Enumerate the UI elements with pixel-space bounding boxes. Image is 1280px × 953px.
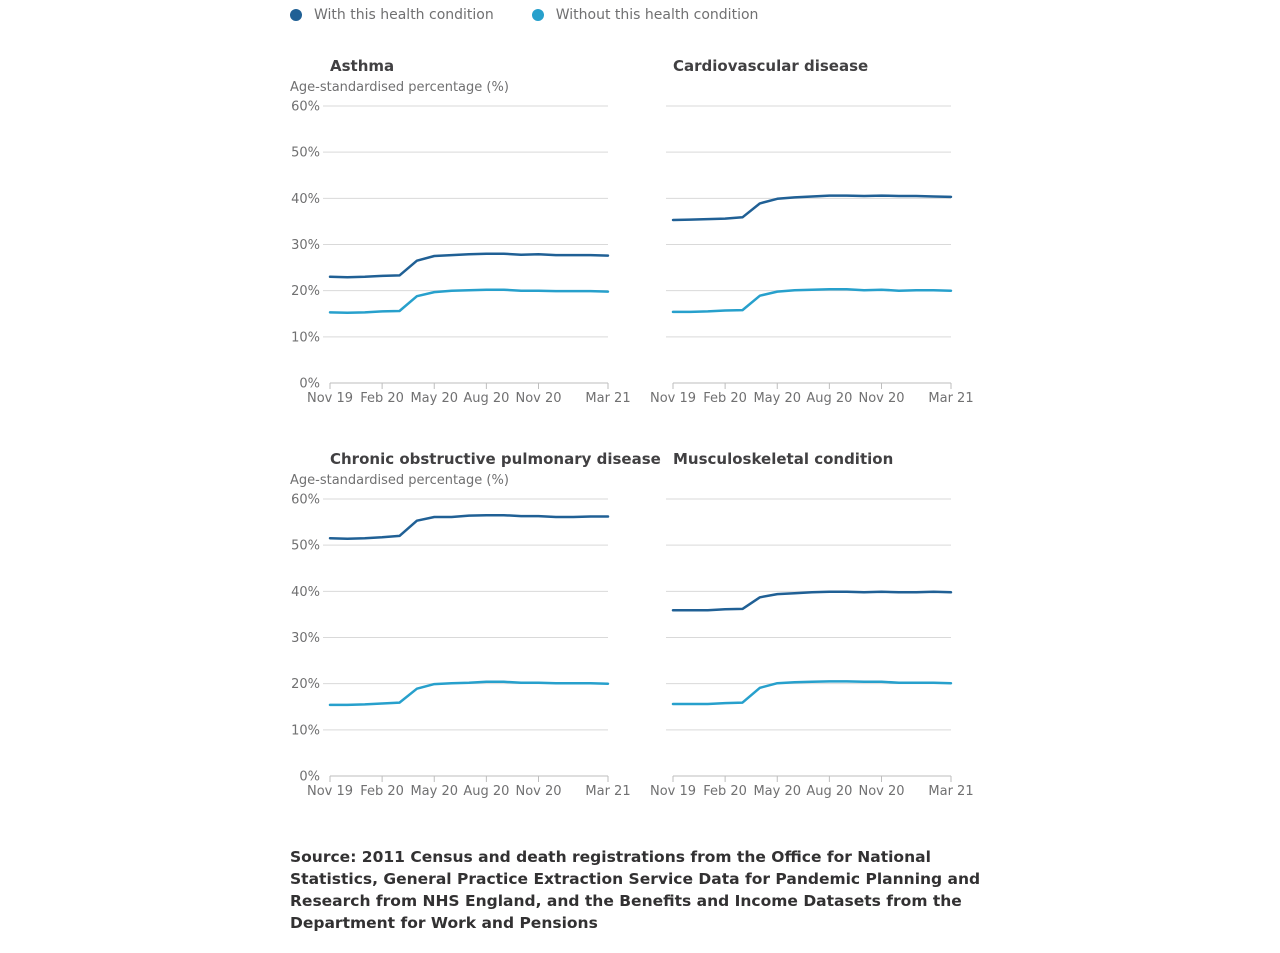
y-axis-label: Age-standardised percentage (%) bbox=[290, 80, 509, 95]
x-tick-label: Nov 19 bbox=[307, 391, 353, 406]
y-tick-label: 50% bbox=[291, 146, 320, 161]
small-multiples-charts: Asthma Age-standardised percentage (%) 0% 1… bbox=[290, 57, 974, 799]
series-line-without-condition bbox=[328, 288, 610, 315]
y-tick-label: 60% bbox=[291, 100, 320, 115]
chart-title: Asthma bbox=[330, 57, 394, 75]
x-tick-label: May 20 bbox=[410, 391, 458, 406]
x-tick-label: Nov 20 bbox=[858, 784, 904, 799]
x-tick-label: Nov 20 bbox=[515, 391, 561, 406]
x-tick-label: Nov 19 bbox=[307, 784, 353, 799]
chart-title: Cardiovascular disease bbox=[673, 57, 868, 75]
series-line-with-condition bbox=[671, 590, 953, 612]
legend-item-with: With this health condition bbox=[290, 7, 494, 23]
y-tick-label: 10% bbox=[291, 330, 320, 345]
series-line-without-condition bbox=[328, 680, 610, 707]
legend-swatch-with bbox=[290, 9, 302, 21]
y-tick-label: 10% bbox=[291, 723, 320, 738]
x-tick-label: Aug 20 bbox=[806, 391, 852, 406]
x-tick-label: Nov 19 bbox=[650, 391, 696, 406]
x-tick-label: Feb 20 bbox=[360, 784, 404, 799]
series-line-without-condition bbox=[671, 680, 953, 706]
x-tick-label: Nov 20 bbox=[858, 391, 904, 406]
legend-item-without: Without this health condition bbox=[531, 7, 759, 23]
x-tick-label: Mar 21 bbox=[585, 784, 630, 799]
series-line-with-condition bbox=[671, 194, 953, 222]
series-line-with-condition bbox=[328, 513, 610, 540]
y-tick-label: 40% bbox=[291, 585, 320, 600]
y-tick-label: 0% bbox=[299, 377, 320, 392]
x-tick-label: Mar 21 bbox=[585, 391, 630, 406]
y-tick-label: 30% bbox=[291, 631, 320, 646]
y-axis-label: Age-standardised percentage (%) bbox=[290, 473, 509, 488]
series-line-without-condition bbox=[671, 288, 953, 314]
x-tick-label: Nov 19 bbox=[650, 784, 696, 799]
legend-label-without: Without this health condition bbox=[555, 7, 759, 23]
x-tick-label: Feb 20 bbox=[703, 784, 747, 799]
x-tick-label: Mar 21 bbox=[928, 784, 973, 799]
source-note: Source: 2011 Census and death registrati… bbox=[290, 848, 981, 932]
x-tick-label: Nov 20 bbox=[515, 784, 561, 799]
y-tick-label: 20% bbox=[291, 284, 320, 299]
x-tick-label: Aug 20 bbox=[806, 784, 852, 799]
x-tick-label: Aug 20 bbox=[463, 391, 509, 406]
x-tick-label: May 20 bbox=[410, 784, 458, 799]
legend-label-with: With this health condition bbox=[314, 7, 494, 23]
x-tick-label: Aug 20 bbox=[463, 784, 509, 799]
legend-swatch-without bbox=[531, 9, 544, 21]
series-line-with-condition bbox=[328, 252, 610, 279]
x-tick-label: May 20 bbox=[753, 391, 801, 406]
legend: With this health condition Without this … bbox=[290, 7, 796, 23]
y-tick-label: 60% bbox=[291, 493, 320, 508]
x-tick-label: Feb 20 bbox=[360, 391, 404, 406]
y-tick-label: 40% bbox=[291, 192, 320, 207]
x-tick-label: Feb 20 bbox=[703, 391, 747, 406]
chart-title: Chronic obstructive pulmonary disease bbox=[330, 450, 661, 468]
x-tick-label: Mar 21 bbox=[928, 391, 973, 406]
y-tick-label: 50% bbox=[291, 539, 320, 554]
y-tick-label: 0% bbox=[299, 770, 320, 785]
chart-title: Musculoskeletal condition bbox=[673, 450, 893, 468]
x-tick-label: May 20 bbox=[753, 784, 801, 799]
y-tick-label: 20% bbox=[291, 677, 320, 692]
y-tick-label: 30% bbox=[291, 238, 320, 253]
